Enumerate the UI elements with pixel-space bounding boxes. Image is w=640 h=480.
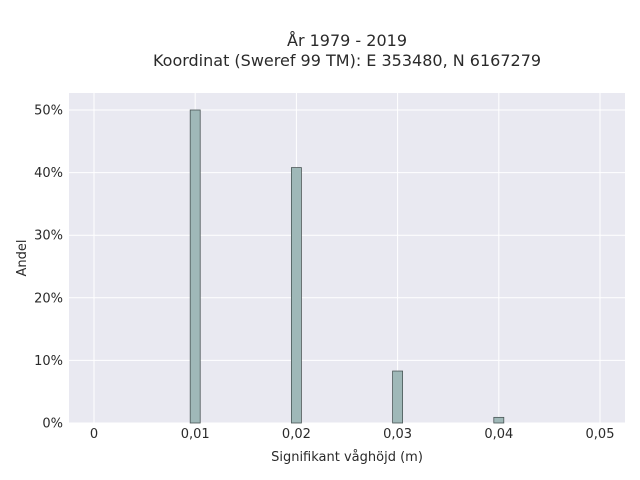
x-tick-label-0: 0 bbox=[90, 427, 98, 442]
y-tick-label-3: 30% bbox=[34, 229, 63, 244]
bar-0 bbox=[189, 109, 201, 424]
bar-3 bbox=[493, 416, 505, 424]
bar-1 bbox=[290, 167, 302, 424]
y-tick-label-4: 40% bbox=[34, 166, 63, 181]
x-axis-label: Signifikant våghöjd (m) bbox=[271, 450, 423, 465]
bars bbox=[189, 109, 505, 424]
y-tick-label-5: 50% bbox=[34, 104, 63, 119]
x-tick-label-4: 0,04 bbox=[484, 427, 513, 442]
x-axis-ticks: 0 0,01 0,02 0,03 0,04 0,05 bbox=[90, 427, 615, 442]
y-tick-label-2: 20% bbox=[34, 291, 63, 306]
y-axis-ticks: 0% 10% 20% 30% 40% 50% bbox=[34, 104, 63, 432]
chart-title: År 1979 - 2019 bbox=[287, 31, 407, 50]
x-tick-label-3: 0,03 bbox=[383, 427, 412, 442]
y-tick-label-0: 0% bbox=[42, 417, 63, 432]
x-tick-label-1: 0,01 bbox=[181, 427, 210, 442]
grid-lines bbox=[69, 93, 625, 424]
y-axis-label: Andel bbox=[15, 240, 30, 277]
x-tick-label-2: 0,02 bbox=[282, 427, 311, 442]
bar-2 bbox=[392, 370, 404, 424]
y-tick-label-1: 10% bbox=[34, 354, 63, 369]
plot-area bbox=[69, 93, 625, 423]
chart-subtitle: Koordinat (Sweref 99 TM): E 353480, N 61… bbox=[153, 51, 541, 70]
x-tick-label-5: 0,05 bbox=[586, 427, 615, 442]
